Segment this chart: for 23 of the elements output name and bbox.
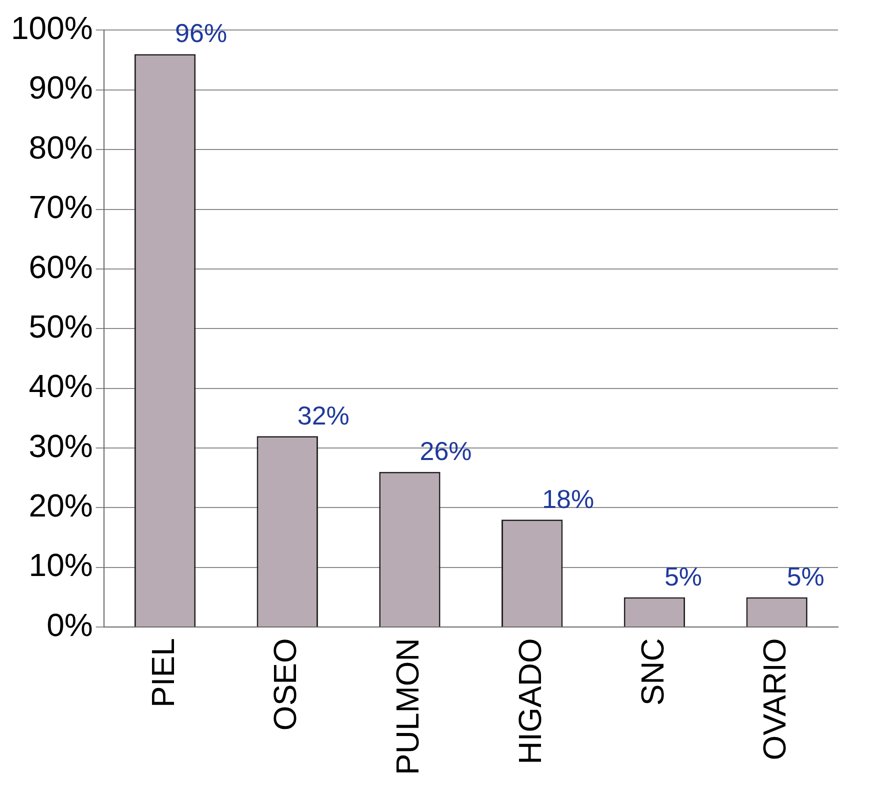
y-tick-label: 100% [11,10,93,46]
x-tick-label: SNC [634,638,670,706]
y-tick-label: 20% [28,488,93,524]
y-tick-label: 90% [28,70,93,106]
data-label: 26% [420,436,472,466]
x-tick-label: HIGADO [512,638,548,764]
x-tick-label: OSEO [267,638,304,731]
x-tick-label: PULMON [390,638,426,775]
data-label: 96% [175,18,228,48]
data-label: 5% [664,561,702,592]
y-tick-label: 70% [28,189,93,226]
y-tick-label: 60% [28,248,93,285]
y-tick-label: 0% [46,606,93,643]
y-tick-label: 30% [28,428,93,464]
x-tick-label: PIEL [144,638,181,708]
data-label: 18% [542,484,594,514]
y-tick-label: 10% [28,547,93,584]
y-tick-label: 40% [28,368,93,404]
data-label: 5% [786,561,824,592]
y-tick-label: 50% [28,308,93,344]
x-tick-label: OVARIO [756,638,793,760]
y-tick-label: 80% [28,129,93,166]
data-label: 32% [297,400,350,430]
